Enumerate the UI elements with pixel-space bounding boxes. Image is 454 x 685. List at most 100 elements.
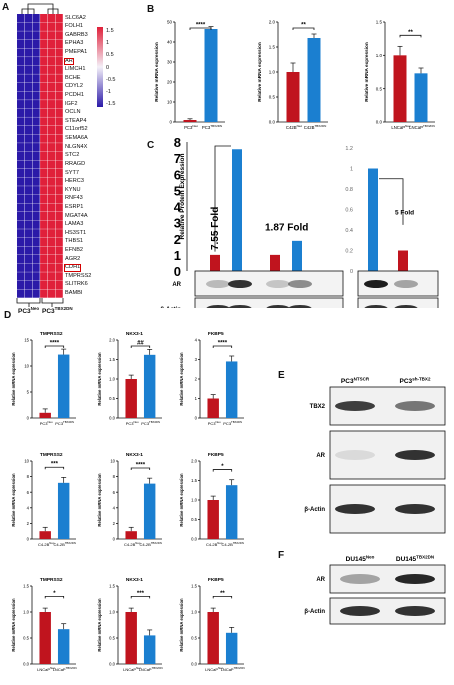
heatmap-cell [55, 254, 63, 264]
x-tick-label: PC3TBX2DN [202, 124, 222, 130]
heatmap-cell [32, 229, 40, 238]
y-tick-label: 5 [174, 183, 181, 198]
y-tick-label: 1.0 [191, 498, 197, 503]
y-tick-label: 4 [174, 200, 182, 215]
chart-title: FKBP5 [208, 331, 224, 337]
y-tick-label: 4 [113, 505, 116, 510]
y-tick-label: 10 [167, 100, 173, 105]
y-tick-label: 0.5 [109, 636, 115, 641]
x-label-main: LNCaP [391, 125, 405, 130]
significance-marker: *** [137, 591, 145, 597]
heatmap-cell [32, 100, 40, 109]
y-axis-label: Relative mRNA expression [11, 598, 16, 652]
y-tick-label: 4 [195, 338, 198, 343]
heatmap-cell [24, 134, 32, 143]
y-tick-label: 10 [24, 459, 29, 464]
y-tick-label: 2.0 [191, 459, 197, 464]
heatmap-cell [24, 246, 32, 255]
y-tick-label: 0.0 [23, 662, 29, 667]
heatmap-cell [17, 117, 25, 126]
heatmap-cell [47, 125, 56, 135]
heatmap-cell [24, 229, 32, 238]
ar-band [394, 280, 418, 288]
x-tick-label: LNCaPTBX2DN [53, 666, 77, 672]
gene-label: KYNU [65, 186, 81, 193]
heatmap-cell [55, 229, 63, 238]
heatmap-cell [40, 74, 48, 83]
y-tick-label: 1.0 [23, 610, 29, 615]
y-axis-label: Relative mRNA expression [179, 473, 184, 527]
x-label-main: C42B [286, 125, 297, 130]
heatmap-cell [17, 57, 25, 66]
bar [39, 412, 51, 418]
heatmap-cell [47, 272, 56, 281]
fold-label: 1.87 Fold [265, 223, 308, 234]
x-label-main: LNCaP [139, 667, 152, 672]
significance-marker: **** [136, 463, 146, 469]
heatmap-cell [24, 186, 32, 195]
gene-label: MGAT4A [65, 212, 88, 219]
blot-row-label: AR [316, 453, 325, 459]
heatmap-cell [55, 134, 63, 143]
y-tick-label: 2.0 [109, 338, 115, 343]
heatmap-cell [40, 160, 48, 169]
x-label-main: PC3 [208, 421, 217, 426]
lane-label: DU145Neo [346, 555, 375, 564]
heatmap-cell [24, 151, 32, 161]
significance-marker: **** [196, 23, 206, 29]
x-label-main: PC3 [223, 421, 232, 426]
x-label-main: PC3 [202, 125, 211, 130]
heatmap-cell [24, 100, 32, 109]
heatmap-cell [40, 108, 48, 117]
x-label-main: PC3 [184, 125, 193, 130]
y-tick-label: 0.0 [109, 416, 115, 421]
x-tick-label: C4-2BTBX2DN [139, 541, 161, 547]
heatmap-cell [24, 125, 32, 135]
group-right-text: PC3 [42, 308, 55, 316]
heatmap-cell [24, 254, 32, 264]
heatmap-cell [17, 143, 25, 152]
significance-bracket [130, 467, 151, 471]
bar [57, 629, 70, 664]
heatmap-cell [47, 229, 56, 238]
heatmap-cell [24, 14, 32, 23]
lane-label-sup: Neo [366, 555, 375, 560]
heatmap-cell [24, 211, 32, 221]
actin-band [288, 305, 312, 308]
heatmap-cell [47, 254, 56, 264]
heatmap-cell [40, 194, 48, 204]
heatmap-cell [47, 151, 56, 161]
bar [143, 483, 156, 539]
heatmap-cell [47, 48, 56, 57]
y-axis-label: Relative mRNA expression [257, 42, 262, 102]
heatmap-cell [24, 177, 32, 186]
bar [57, 482, 70, 539]
heatmap-cell [55, 272, 63, 281]
heatmap-cell [47, 263, 56, 272]
significance-bracket [44, 466, 65, 470]
significance-marker: *** [51, 462, 59, 468]
heatmap-cell [55, 82, 63, 92]
y-tick-label: 1.5 [23, 584, 29, 589]
y-tick-label: 1.5 [191, 584, 197, 589]
heatmap-cell [55, 39, 63, 49]
gene-label: NLGN4X [65, 143, 88, 150]
heatmap-cell [47, 108, 56, 117]
fold-label: 7.55 Fold [210, 207, 221, 250]
chart-title: FKBP5 [208, 452, 224, 458]
blot-band [335, 450, 375, 460]
heatmap-cell [17, 91, 25, 100]
heatmap-cell [32, 254, 40, 264]
colorbar-tick: 1.5 [106, 28, 114, 34]
gene-label: SLITRK6 [65, 281, 88, 288]
significance-bracket [44, 345, 65, 348]
y-axis-label: Relative mRNA expression [364, 42, 369, 102]
gene-label: EPHA3 [65, 40, 84, 47]
blot-actin-lncap [357, 297, 439, 308]
y-tick-label: 10 [110, 459, 115, 464]
heatmap-cell [17, 220, 25, 229]
x-tick-label: PC3TBX2DN [223, 420, 242, 426]
y-tick-label: 1.0 [269, 70, 276, 75]
x-label-main: LNCaP [123, 667, 136, 672]
